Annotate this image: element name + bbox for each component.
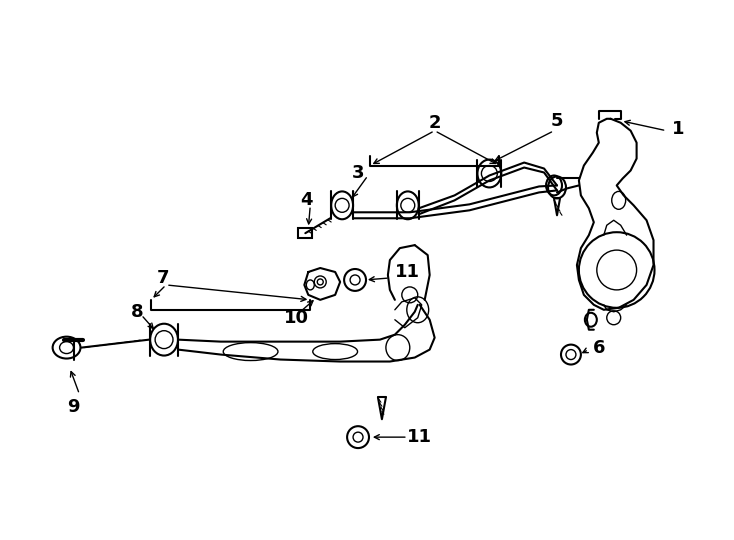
Text: 4: 4	[300, 191, 313, 210]
Text: 6: 6	[592, 339, 605, 356]
Text: 1: 1	[672, 120, 685, 138]
Text: 7: 7	[157, 269, 170, 287]
Text: 2: 2	[429, 114, 441, 132]
Text: 11: 11	[396, 263, 421, 281]
Text: 9: 9	[68, 399, 80, 416]
Text: 5: 5	[550, 112, 563, 130]
Polygon shape	[298, 228, 312, 238]
Text: 11: 11	[407, 428, 432, 446]
Text: 8: 8	[131, 303, 144, 321]
Text: 10: 10	[284, 309, 309, 327]
Text: 3: 3	[352, 164, 364, 181]
